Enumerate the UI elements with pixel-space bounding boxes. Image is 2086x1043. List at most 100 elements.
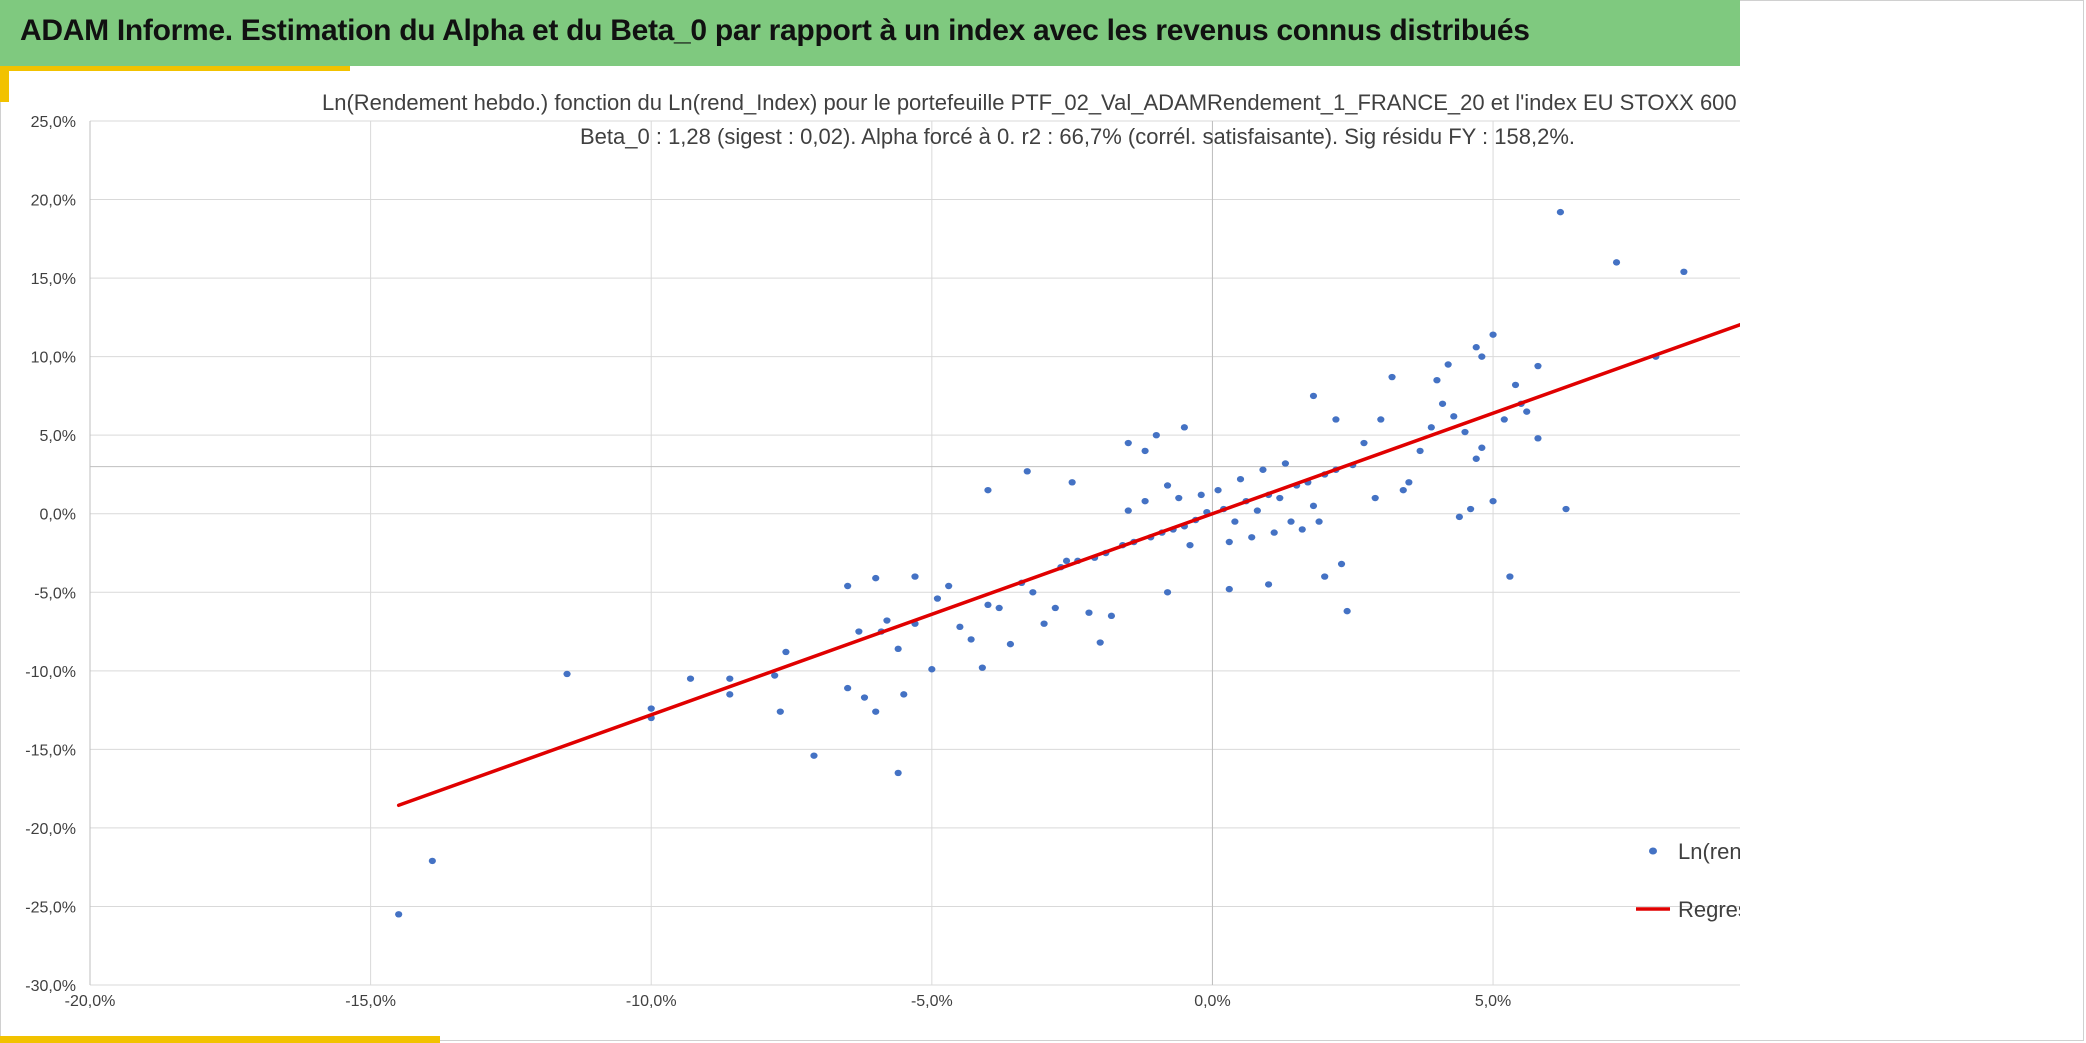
data-point	[928, 666, 936, 673]
data-point	[1343, 607, 1351, 615]
data-point	[1461, 428, 1469, 436]
data-point	[844, 582, 852, 590]
accent-stripe-left	[0, 66, 9, 102]
data-point	[860, 694, 869, 701]
data-point	[1287, 518, 1295, 525]
data-point	[984, 486, 992, 494]
data-point	[1360, 439, 1368, 447]
data-point	[1472, 455, 1480, 462]
x-tick-label: 5,0%	[1475, 993, 1511, 1010]
data-point	[1180, 424, 1188, 431]
data-point	[956, 623, 964, 631]
data-point	[776, 708, 784, 715]
data-point	[1029, 589, 1037, 596]
data-point	[771, 672, 779, 679]
data-point	[1506, 573, 1514, 580]
data-point	[1438, 400, 1447, 407]
chart-title: Ln(Rendement hebdo.) fonction du Ln(rend…	[322, 90, 1740, 115]
data-point	[1124, 507, 1132, 514]
data-point	[647, 705, 655, 712]
data-point	[1472, 344, 1480, 351]
data-point	[1427, 424, 1435, 431]
data-point	[1680, 268, 1688, 276]
data-point	[872, 708, 880, 715]
chart-legend: Ln(rend Regres	[1636, 839, 1740, 922]
data-point	[1152, 431, 1160, 439]
data-point	[395, 911, 403, 918]
data-point	[995, 604, 1003, 612]
x-tick-label: -15,0%	[345, 993, 396, 1010]
data-point	[1511, 381, 1520, 389]
accent-stripe-top	[0, 66, 350, 71]
data-point	[1231, 518, 1239, 525]
data-point	[1163, 482, 1172, 489]
y-tick-label: -25,0%	[25, 899, 76, 916]
data-point	[894, 769, 902, 777]
data-point	[726, 691, 734, 698]
data-point	[1163, 589, 1172, 596]
data-point	[1444, 361, 1452, 368]
data-point	[1416, 447, 1424, 455]
data-point	[1500, 416, 1508, 423]
data-point	[1281, 460, 1290, 467]
data-point	[1124, 439, 1132, 447]
data-point	[1175, 494, 1183, 502]
data-point	[1270, 529, 1278, 536]
data-point	[1405, 479, 1413, 486]
y-tick-label: -10,0%	[25, 664, 76, 681]
accent-stripe-bottom	[0, 1036, 440, 1043]
y-tick-label: 15,0%	[31, 271, 76, 288]
data-point	[1225, 538, 1233, 546]
header-bar: ADAM Informe. Estimation du Alpha et du …	[0, 0, 1740, 66]
chart-subtitle: Beta_0 : 1,28 (sigest : 0,02). Alpha for…	[580, 124, 1576, 149]
y-tick-label: 10,0%	[31, 350, 76, 367]
data-point	[1259, 466, 1267, 473]
data-point	[1006, 640, 1015, 648]
data-point	[1214, 486, 1222, 494]
y-tick-label: -20,0%	[25, 821, 76, 838]
tick-labels: 25,0% 20,0% 15,0% 10,0% 5,0% 0,0% -5,0% -10,0% -…	[25, 114, 1511, 1010]
data-point	[872, 574, 880, 582]
data-point	[1309, 392, 1318, 400]
data-point	[1523, 408, 1531, 415]
data-point	[844, 684, 852, 692]
data-point	[1141, 497, 1149, 505]
data-point	[1062, 557, 1071, 565]
data-point	[726, 675, 734, 682]
x-tick-label: -5,0%	[911, 993, 953, 1010]
data-point	[1612, 259, 1621, 266]
data-point	[894, 645, 902, 653]
data-point	[1096, 639, 1104, 646]
data-point	[810, 752, 818, 759]
data-point	[1023, 468, 1031, 475]
data-point	[1478, 444, 1486, 451]
data-point	[1141, 447, 1149, 455]
data-point	[1534, 362, 1542, 370]
data-point	[1337, 560, 1346, 568]
data-point	[1264, 581, 1273, 588]
data-point	[1556, 208, 1565, 216]
data-point	[782, 648, 790, 656]
data-point	[984, 601, 992, 609]
data-point	[1253, 507, 1261, 514]
data-point	[1107, 612, 1116, 620]
data-point	[1478, 353, 1486, 360]
page-title: ADAM Informe. Estimation du Alpha et du …	[20, 14, 1530, 47]
data-point	[900, 691, 908, 698]
y-tick-label: -30,0%	[25, 978, 76, 995]
data-point	[1040, 620, 1048, 627]
data-point	[1467, 505, 1475, 513]
data-point	[1450, 413, 1458, 420]
data-point	[1371, 494, 1379, 502]
x-tick-label: -10,0%	[626, 993, 677, 1010]
data-point	[1068, 479, 1076, 486]
data-point	[1455, 513, 1463, 521]
legend-marker-points	[1649, 847, 1657, 855]
data-point	[945, 582, 953, 590]
data-point	[1562, 505, 1570, 513]
data-point	[1298, 526, 1306, 533]
data-point	[933, 595, 942, 602]
x-tick-label: 0,0%	[1194, 993, 1230, 1010]
data-point	[1309, 502, 1318, 510]
data-point	[1186, 541, 1194, 549]
